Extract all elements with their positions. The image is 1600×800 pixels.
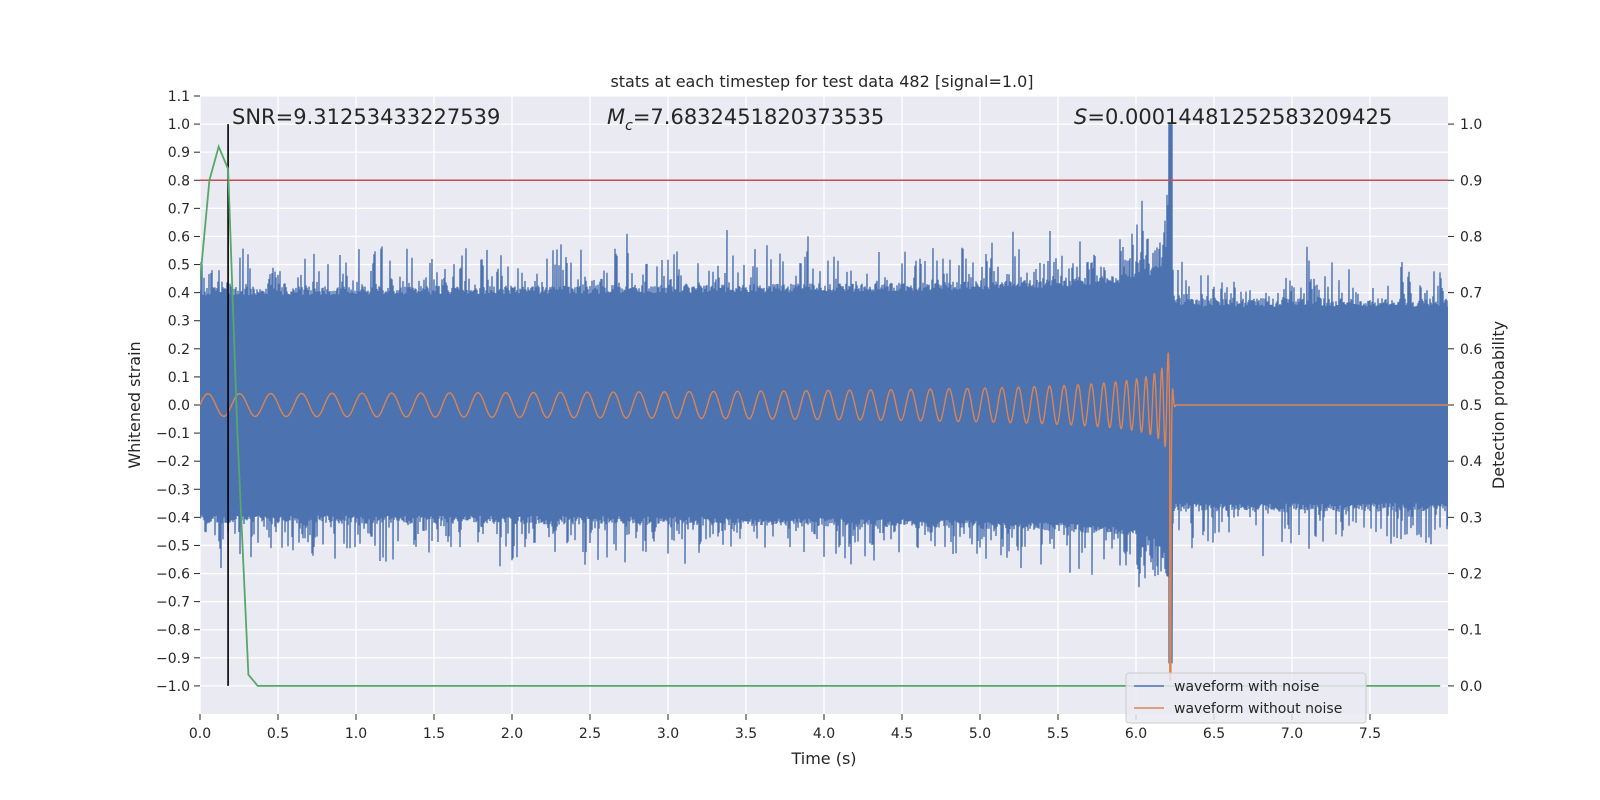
y-tick-label: 0.8 [168, 173, 190, 189]
x-tick-label: 5.0 [969, 726, 991, 742]
y-axis-label: Whitened strain [125, 341, 144, 468]
x-tick-label: 1.5 [423, 726, 445, 742]
legend-label-noise: waveform with noise [1174, 679, 1319, 695]
chirp-mass-annotation: Mc=7.6832451820373535 [607, 105, 884, 134]
y-tick-label: −0.9 [156, 651, 190, 667]
x-tick-label: 7.5 [1359, 726, 1381, 742]
y2-tick-label: 0.7 [1460, 286, 1482, 302]
y2-axis-ticks: 1.0 0.9 0.8 0.7 0.6 0.5 0.4 0.3 0.2 0.1 0.0 [1448, 117, 1482, 695]
y-tick-label: −0.6 [156, 567, 190, 583]
y2-tick-label: 0.3 [1460, 510, 1482, 526]
chart-title: stats at each timestep for test data 482… [610, 72, 1033, 91]
y-tick-label: −0.3 [156, 482, 190, 498]
x-axis-ticks: 0.0 0.5 1.0 1.5 2.0 2.5 3.0 3.5 4.0 4.5 5.0 5.5 6.0 6… [189, 714, 1381, 742]
x-axis-label: Time (s) [790, 749, 856, 768]
y-axis-ticks: 1.1 1.0 0.9 0.8 0.7 0.6 0.5 0.4 0.3 0.2 0.1 0.0 −0.1… [156, 89, 200, 695]
legend-label-clean: waveform without noise [1174, 701, 1342, 717]
y2-tick-label: 0.8 [1460, 229, 1482, 245]
y2-tick-label: 1.0 [1460, 117, 1482, 133]
y-tick-label: −0.2 [156, 454, 190, 470]
x-tick-label: 3.5 [735, 726, 757, 742]
y2-tick-label: 0.6 [1460, 342, 1482, 358]
y-tick-label: 1.1 [168, 89, 190, 105]
y-tick-label: 0.2 [168, 342, 190, 358]
y-tick-label: −0.1 [156, 426, 190, 442]
series-waveform-without-noise [200, 352, 1448, 681]
s-annotation: S=0.00014481252583209425 [1074, 105, 1392, 129]
y-tick-label: −0.7 [156, 595, 190, 611]
series-detection-probability [200, 143, 1441, 687]
x-tick-label: 0.5 [267, 726, 289, 742]
x-tick-label: 5.5 [1047, 726, 1069, 742]
x-tick-label: 6.5 [1203, 726, 1225, 742]
x-tick-label: 0.0 [189, 726, 211, 742]
x-tick-label: 2.0 [501, 726, 523, 742]
x-tick-label: 4.5 [891, 726, 913, 742]
x-tick-label: 4.0 [813, 726, 835, 742]
y-tick-label: −0.8 [156, 623, 190, 639]
legend-box [1125, 672, 1367, 724]
x-tick-label: 3.0 [657, 726, 679, 742]
x-tick-label: 2.5 [579, 726, 601, 742]
y-tick-label: 0.6 [168, 229, 190, 245]
x-tick-label: 7.0 [1281, 726, 1303, 742]
legend: waveform with noise waveform without noi… [1125, 672, 1367, 724]
y2-tick-label: 0.4 [1460, 454, 1482, 470]
y-tick-label: 0.3 [168, 314, 190, 330]
y2-tick-label: 0.5 [1460, 398, 1482, 414]
y-tick-label: 0.1 [168, 370, 190, 386]
y2-tick-label: 0.0 [1460, 679, 1482, 695]
y2-axis-label: Detection probability [1489, 321, 1508, 489]
y2-tick-label: 0.2 [1460, 567, 1482, 583]
snr-annotation: SNR=9.31253433227539 [232, 105, 500, 129]
series-waveform-with-noise [200, 124, 1448, 664]
y-tick-label: 0.4 [168, 286, 190, 302]
y2-tick-label: 0.1 [1460, 623, 1482, 639]
y-tick-label: 1.0 [168, 117, 190, 133]
y-tick-label: 0.7 [168, 201, 190, 217]
x-tick-label: 1.0 [345, 726, 367, 742]
y-tick-label: −1.0 [156, 679, 190, 695]
y-tick-label: −0.4 [156, 510, 190, 526]
y-tick-label: 0.5 [168, 258, 190, 274]
y2-tick-label: 0.9 [1460, 173, 1482, 189]
y-tick-label: 0.9 [168, 145, 190, 161]
y-tick-label: 0.0 [168, 398, 190, 414]
x-tick-label: 6.0 [1125, 726, 1147, 742]
y-tick-label: −0.5 [156, 538, 190, 554]
